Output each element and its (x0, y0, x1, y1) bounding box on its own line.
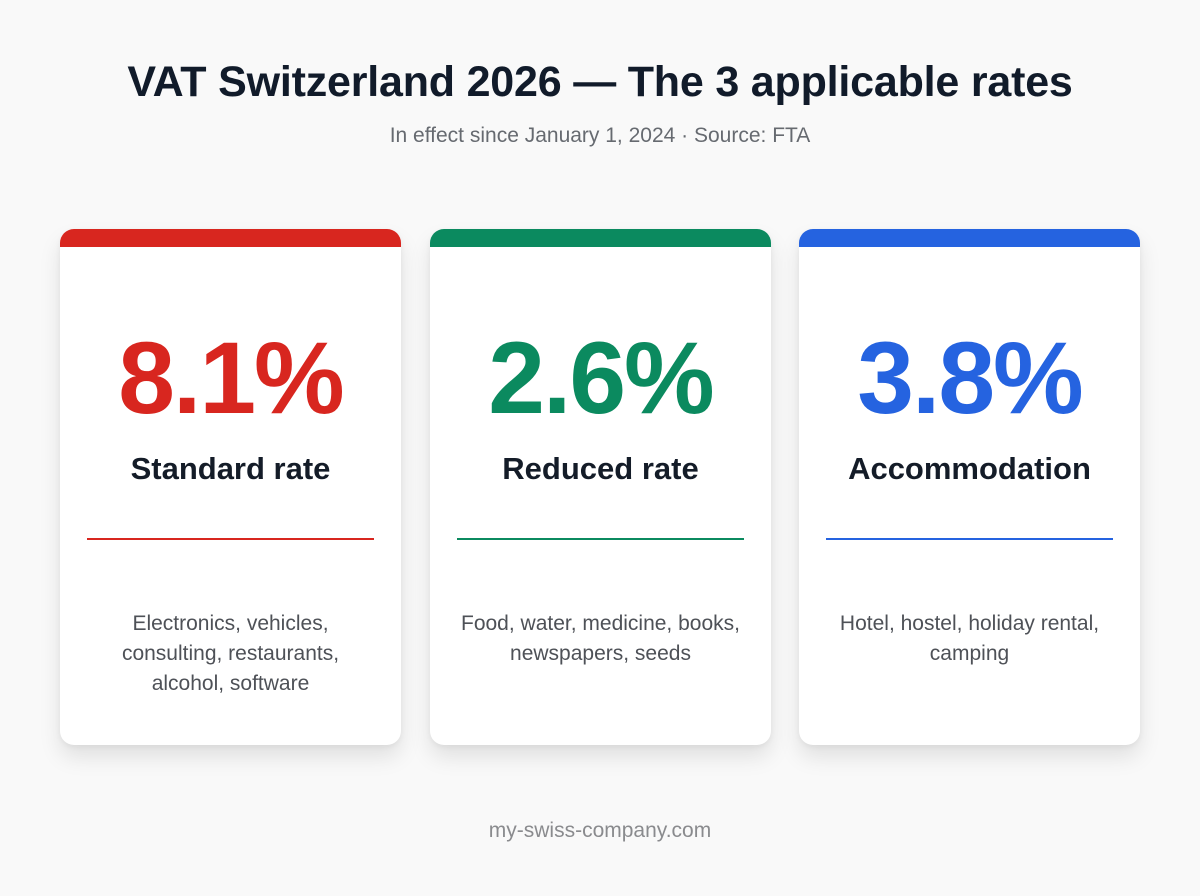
rate-value: 3.8% (857, 321, 1084, 435)
card-reduced-rate: 2.6% Reduced rate Food, water, medicine,… (430, 229, 771, 745)
page-title: VAT Switzerland 2026 — The 3 applicable … (127, 58, 1073, 106)
card-accent-bar (60, 229, 401, 247)
card-divider (826, 538, 1113, 540)
rate-description: Hotel, hostel, holiday rental, camping (839, 612, 1100, 665)
rate-description: Food, water, medicine, books, newspapers… (461, 612, 740, 665)
card-accommodation-rate: 3.8% Accommodation Hotel, hostel, holida… (799, 229, 1140, 745)
card-standard-rate: 8.1% Standard rate Electronics, vehicles… (60, 229, 401, 745)
rate-value: 2.6% (488, 321, 715, 435)
rate-value: 8.1% (118, 321, 345, 435)
card-accent-bar (430, 229, 771, 247)
rate-label: Reduced rate (502, 451, 699, 486)
footer-website: my-swiss-company.com (488, 819, 712, 842)
page-subtitle: In effect since January 1, 2024 · Source… (389, 124, 811, 147)
card-divider (457, 538, 744, 540)
card-divider (87, 538, 374, 540)
rate-label: Standard rate (130, 451, 331, 486)
rate-label: Accommodation (848, 451, 1091, 486)
card-accent-bar (799, 229, 1140, 247)
rate-description: Electronics, vehicles, consulting, resta… (121, 612, 340, 695)
